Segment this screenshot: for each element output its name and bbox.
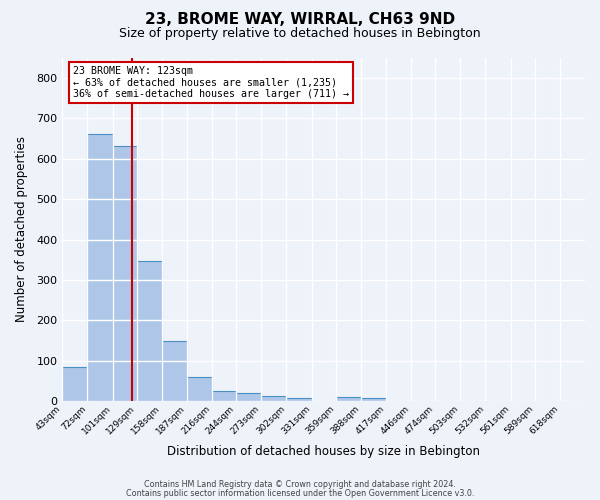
Bar (62, 367, 88, 402)
Bar (113, 146, 137, 402)
Bar (212, 391, 236, 402)
Text: Contains HM Land Registry data © Crown copyright and database right 2024.: Contains HM Land Registry data © Crown c… (144, 480, 456, 489)
X-axis label: Distribution of detached houses by size in Bebington: Distribution of detached houses by size … (167, 444, 480, 458)
Bar (361, 398, 386, 402)
Bar (137, 260, 162, 402)
Bar (187, 377, 212, 402)
Bar (336, 398, 361, 402)
Bar (236, 393, 262, 402)
Y-axis label: Number of detached properties: Number of detached properties (15, 136, 28, 322)
Bar (262, 396, 286, 402)
Text: Size of property relative to detached houses in Bebington: Size of property relative to detached ho… (119, 28, 481, 40)
Text: Contains public sector information licensed under the Open Government Licence v3: Contains public sector information licen… (126, 489, 474, 498)
Bar (162, 342, 187, 402)
Bar (88, 134, 113, 402)
Bar (286, 398, 311, 402)
Text: 23, BROME WAY, WIRRAL, CH63 9ND: 23, BROME WAY, WIRRAL, CH63 9ND (145, 12, 455, 28)
Text: 23 BROME WAY: 123sqm
← 63% of detached houses are smaller (1,235)
36% of semi-de: 23 BROME WAY: 123sqm ← 63% of detached h… (73, 66, 349, 100)
